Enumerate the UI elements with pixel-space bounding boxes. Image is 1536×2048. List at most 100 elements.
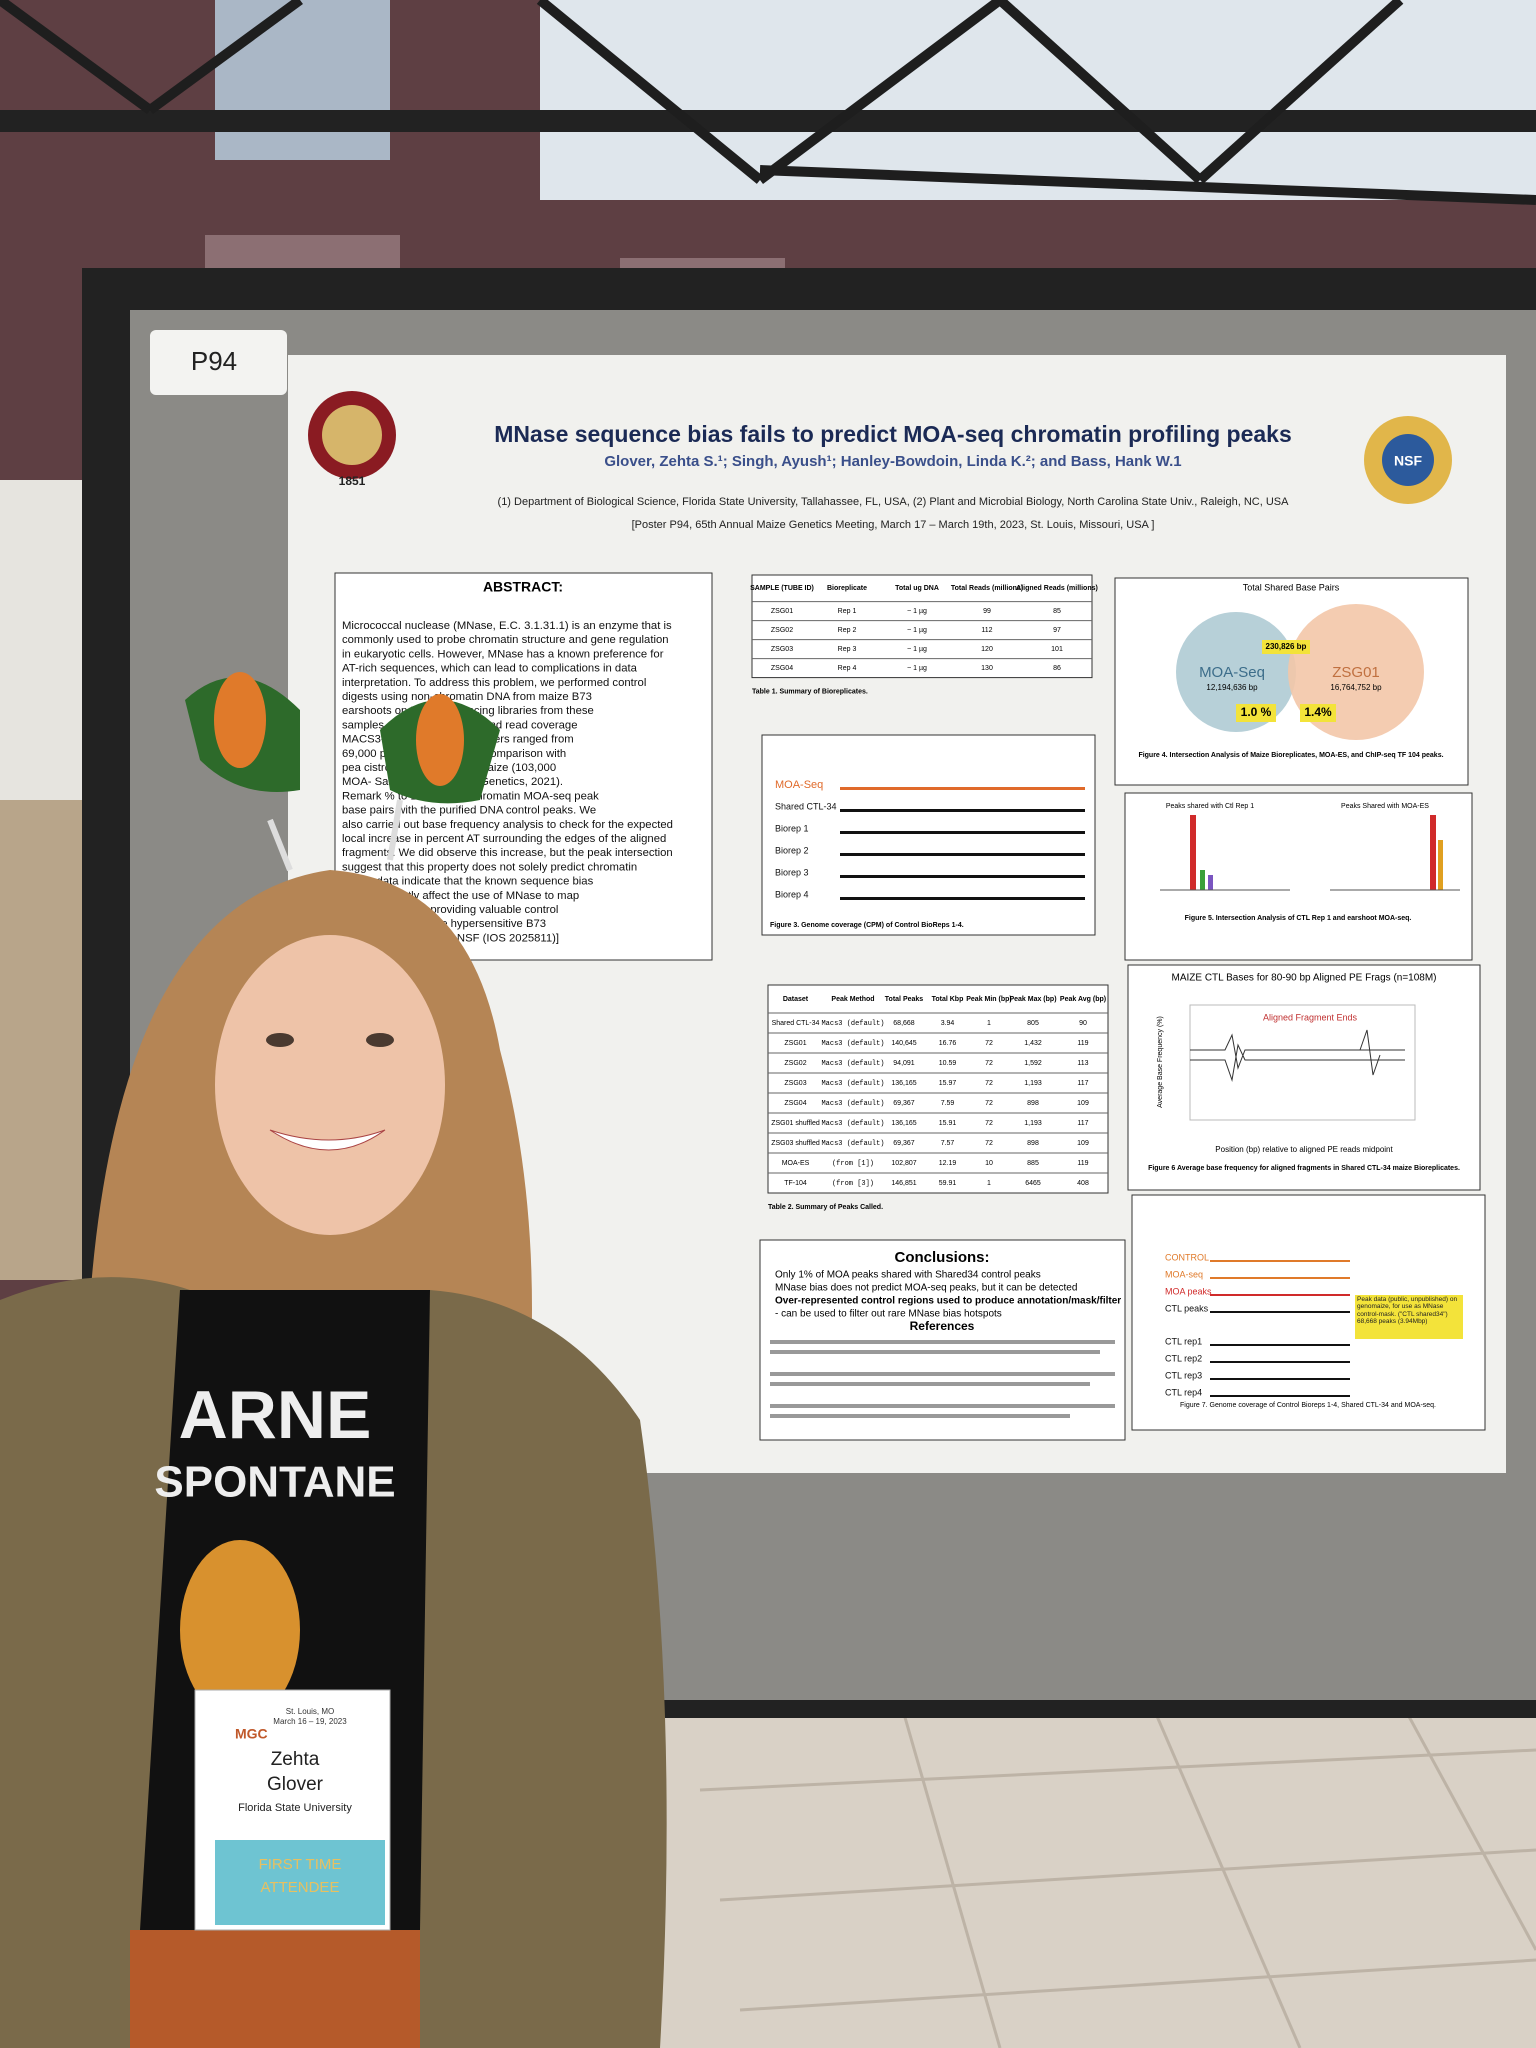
table-cell: 112 (981, 627, 992, 634)
table-cell: 72 (985, 1140, 993, 1147)
table-2: Dataset Peak Method Total Peaks Total Kbp Pe… (767, 984, 1109, 1211)
window (215, 0, 390, 160)
track-signal (1210, 1294, 1350, 1296)
track-label: CTL rep3 (1165, 1370, 1202, 1380)
table-cell: 99 (983, 608, 991, 615)
abstract-line: also carried out base frequency analysis… (342, 819, 673, 831)
table-cell: 119 (1077, 1160, 1088, 1167)
ribbon-text: ATTENDEE (261, 1879, 340, 1896)
table-cell: 1,592 (1024, 1060, 1042, 1067)
table-cell: Macs3 (default) (821, 1060, 884, 1068)
table-cell: 1,193 (1024, 1120, 1042, 1127)
track-label: MOA peaks (1165, 1286, 1212, 1296)
trousers (130, 1930, 420, 2048)
table-cell: Rep 2 (838, 627, 857, 634)
badge-dates: March 16 – 19, 2023 (273, 1717, 347, 1726)
track-label: CONTROL (1165, 1252, 1209, 1262)
table-header: Total Kbp (932, 996, 964, 1003)
table-cell: 120 (981, 646, 993, 653)
ribbon (215, 1840, 385, 1925)
headband (185, 672, 500, 872)
table-cell: Macs3 (default) (821, 1080, 884, 1088)
truss-braces (0, 0, 1536, 205)
track-label: Biorep 3 (775, 867, 809, 877)
venn-shared: 230,826 bp (1266, 642, 1307, 651)
table-header: Peak Method (831, 996, 874, 1003)
track-signal (840, 853, 1085, 856)
badge-place: St. Louis, MO (286, 1707, 334, 1716)
track-label: Shared CTL-34 (775, 801, 837, 811)
table-header: Bioreplicate (827, 585, 867, 592)
track-label: CTL rep4 (1165, 1387, 1202, 1397)
conclusion-item: Over-represented control regions used to… (775, 1296, 1121, 1307)
fig7-note-wrap: Peak data (public, unpublished) on genom… (1357, 1296, 1457, 1325)
abstract-line: in eukaryotic cells. However, MNase has … (342, 648, 664, 660)
table-cell: 898 (1027, 1140, 1039, 1147)
shirt-corn (180, 1540, 300, 1720)
references-heading: References (910, 1319, 975, 1333)
fsu-logo-inner (322, 405, 382, 465)
nsf-logo-inner (1382, 434, 1434, 486)
figure-3 (761, 734, 1096, 936)
abstract-line: base pairs with the purified DNA control… (342, 805, 596, 817)
table-cell: 136,165 (891, 1120, 916, 1127)
track-label: Biorep 1 (775, 823, 809, 833)
table-cell: 146,851 (891, 1180, 916, 1187)
figure-7-tracks: CONTROL MOA-seq MOA peaks CTL peaks CTL rep1… (1165, 1252, 1350, 1397)
table-cell: ~ 1 µg (907, 646, 927, 653)
fig3-caption: Figure 3. Genome coverage (CPM) of Contr… (770, 922, 964, 929)
track-signal (840, 897, 1085, 900)
floor (620, 1700, 1536, 2048)
table-cell: 7.57 (941, 1140, 955, 1147)
venn-right-pct: 1.4% (1304, 705, 1332, 719)
table-cell: (from [3]) (832, 1180, 874, 1188)
table-header: Aligned Reads (millions) (1016, 585, 1098, 592)
table-cell: 10.59 (939, 1060, 957, 1067)
track-signal (1210, 1344, 1350, 1346)
table-cell: Macs3 (default) (821, 1140, 884, 1148)
table-cell: (from [1]) (832, 1160, 874, 1168)
fig6-annotation: Aligned Fragment Ends (1263, 1012, 1358, 1022)
nsf-text: NSF (1394, 453, 1422, 469)
table-cell: 86 (1053, 665, 1061, 672)
figure-6 (1127, 964, 1481, 1191)
table-cell: Macs3 (default) (821, 1040, 884, 1048)
conclusion-item: MNase bias does not predict MOA-seq peak… (775, 1283, 1077, 1294)
table-cell: 69,367 (893, 1140, 915, 1147)
logo-year: 1851 (339, 474, 366, 488)
table-caption: Table 2. Summary of Peaks Called. (768, 1204, 883, 1211)
venn-shared-bg (1262, 640, 1310, 654)
venn-title: Total Shared Base Pairs (1243, 582, 1340, 592)
table-cell: Rep 3 (838, 646, 857, 653)
fig5-bars (1160, 815, 1460, 891)
table-cell: MOA-ES (782, 1160, 810, 1167)
venn-left-bp: 12,194,636 bp (1206, 683, 1258, 692)
table-bg (767, 984, 1109, 1194)
track-signal (840, 831, 1085, 834)
track-label: CTL rep2 (1165, 1353, 1202, 1363)
venn-left-label: MOA-Seq (1199, 664, 1265, 681)
fig6-title: MAIZE CTL Bases for 80-90 bp Aligned PE … (1171, 973, 1436, 984)
fig5-left-title: Peaks shared with Ctl Rep 1 (1166, 803, 1254, 810)
eye (266, 1033, 294, 1047)
poster-affiliations: (1) Department of Biological Science, Fl… (498, 496, 1290, 508)
fig5-caption: Figure 5. Intersection Analysis of CTL R… (1185, 915, 1412, 922)
table-cell: 1 (987, 1180, 991, 1187)
truss (0, 110, 1536, 132)
ribbon-text: FIRST TIME (259, 1856, 342, 1873)
conclusions-heading: Conclusions: (894, 1249, 989, 1266)
table-cell: ZSG03 (771, 646, 793, 653)
conclusions-list: Only 1% of MOA peaks shared with Shared3… (775, 1270, 1121, 1320)
table-cell: Macs3 (default) (821, 1020, 884, 1028)
references-text (770, 1340, 1115, 1418)
table-cell: Rep 1 (838, 608, 857, 615)
table-cell: ~ 1 µg (907, 665, 927, 672)
track-label: MOA-seq (1165, 1269, 1203, 1279)
venn-right-bp: 16,764,752 bp (1330, 683, 1382, 692)
fig5-right-title: Peaks Shared with MOA-ES (1341, 803, 1429, 810)
track-label: MOA-Seq (775, 779, 823, 791)
table-cell: 102,807 (891, 1160, 916, 1167)
sign-card (150, 330, 287, 395)
shirt-text: SPONTANE (154, 1458, 395, 1507)
